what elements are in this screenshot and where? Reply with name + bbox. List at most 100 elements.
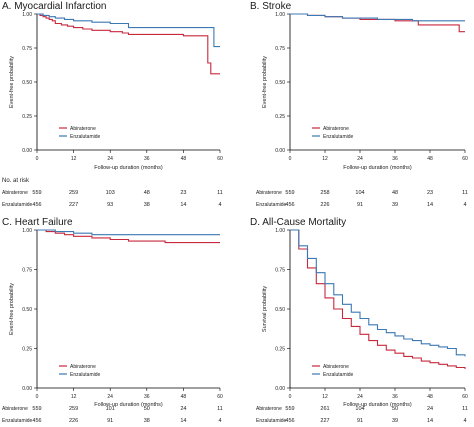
chart-title: C. Heart Failure xyxy=(2,217,73,228)
risk-count: 48 xyxy=(392,190,398,196)
risk-table-title: No. at risk xyxy=(2,178,30,184)
risk-count: 50 xyxy=(144,406,150,412)
x-tick-label: 36 xyxy=(144,156,150,162)
panel-a: A. Myocardial Infarction 0.00 0.25 0.50 0.75… xyxy=(2,1,223,208)
risk-count: 226 xyxy=(69,418,78,424)
risk-count: 559 xyxy=(32,406,41,412)
risk-count: 261 xyxy=(320,406,329,412)
y-tick-label: 0.50 xyxy=(275,80,285,86)
risk-count: 91 xyxy=(357,202,363,208)
risk-count: 14 xyxy=(180,202,186,208)
risk-row-label: Enzalutamide xyxy=(2,418,33,424)
y-tick-label: 0.00 xyxy=(22,386,32,392)
risk-count: 39 xyxy=(392,202,398,208)
series-line-abiraterone xyxy=(290,13,465,33)
x-tick-label: 60 xyxy=(217,156,223,162)
y-tick-label: 0.75 xyxy=(275,268,285,274)
y-axis-label: Event-free probability xyxy=(9,283,15,335)
risk-count: 4 xyxy=(463,418,466,424)
risk-count: 456 xyxy=(285,418,294,424)
x-axis-label: Follow-up duration (months) xyxy=(94,165,163,171)
risk-count: 559 xyxy=(285,190,294,196)
y-tick-label: 0.75 xyxy=(22,268,32,274)
risk-count: 456 xyxy=(32,202,41,208)
series-line-abiraterone xyxy=(290,229,466,369)
legend-label-abiraterone: Abiraterone xyxy=(70,364,96,370)
y-tick-label: 1.00 xyxy=(275,12,285,18)
x-tick-label: 0 xyxy=(289,394,292,400)
risk-count: 227 xyxy=(320,418,329,424)
legend-label-abiraterone: Abiraterone xyxy=(323,126,349,132)
legend-label-enzalutamide: Enzalutamide xyxy=(323,134,354,140)
y-tick-label: 0.50 xyxy=(22,80,32,86)
x-tick-label: 12 xyxy=(71,156,77,162)
series-line-enzalutamide xyxy=(290,229,466,357)
x-tick-label: 24 xyxy=(357,156,363,162)
risk-count: 38 xyxy=(144,418,150,424)
risk-count: 559 xyxy=(285,406,294,412)
risk-count: 11 xyxy=(462,190,468,196)
y-tick-label: 0.25 xyxy=(275,347,285,353)
x-tick-label: 24 xyxy=(357,394,363,400)
risk-row-label: Abiraterone xyxy=(256,190,282,196)
risk-count: 226 xyxy=(320,202,329,208)
panel-c: C. Heart Failure 0.00 0.25 0.50 0.75 1.00 0 12 2… xyxy=(2,217,223,424)
risk-count: 24 xyxy=(180,406,186,412)
legend-label-enzalutamide: Enzalutamide xyxy=(70,134,101,140)
risk-row-label: Enzalutamide xyxy=(2,202,33,208)
risk-count: 39 xyxy=(392,418,398,424)
risk-count: 104 xyxy=(355,406,364,412)
risk-count: 91 xyxy=(107,418,113,424)
risk-count: 104 xyxy=(355,190,364,196)
risk-count: 259 xyxy=(69,190,78,196)
y-tick-label: 0.50 xyxy=(22,307,32,313)
risk-count: 48 xyxy=(144,190,150,196)
risk-count: 456 xyxy=(285,202,294,208)
x-tick-label: 36 xyxy=(144,394,150,400)
y-axis-label: Event-free probability xyxy=(9,56,15,108)
y-tick-label: 1.00 xyxy=(275,228,285,234)
chart-title: B. Stroke xyxy=(250,1,292,12)
panel-d: D. All-Cause Mortality 0.00 0.25 0.50 0.75 1.… xyxy=(250,217,468,424)
y-tick-label: 0.00 xyxy=(275,148,285,154)
y-tick-label: 0.25 xyxy=(22,347,32,353)
x-tick-label: 60 xyxy=(217,394,223,400)
risk-count: 11 xyxy=(217,190,223,196)
risk-count: 258 xyxy=(320,190,329,196)
risk-row-label: Enzalutamide xyxy=(256,202,287,208)
x-tick-label: 48 xyxy=(181,156,187,162)
x-tick-label: 0 xyxy=(289,156,292,162)
x-tick-label: 24 xyxy=(107,156,113,162)
y-tick-label: 0.50 xyxy=(275,307,285,313)
y-tick-label: 1.00 xyxy=(22,12,32,18)
x-tick-label: 12 xyxy=(322,394,328,400)
x-axis-label: Follow-up duration (months) xyxy=(94,402,163,408)
x-axis-label: Follow-up duration (months) xyxy=(343,165,412,171)
risk-count: 14 xyxy=(180,418,186,424)
risk-count: 93 xyxy=(107,202,113,208)
risk-count: 14 xyxy=(427,202,433,208)
x-tick-label: 24 xyxy=(107,394,113,400)
series-line-enzalutamide xyxy=(290,13,465,22)
x-tick-label: 48 xyxy=(427,394,433,400)
series-line-abiraterone xyxy=(37,13,220,75)
x-tick-label: 60 xyxy=(462,156,468,162)
y-axis-label: Survival probability xyxy=(262,286,268,332)
y-tick-label: 0.00 xyxy=(22,148,32,154)
risk-count: 103 xyxy=(106,190,115,196)
risk-count: 559 xyxy=(32,190,41,196)
x-tick-label: 0 xyxy=(36,156,39,162)
panel-b: B. Stroke 0.00 0.25 0.50 0.75 1.00 0 12 24 36 48 60… xyxy=(250,1,468,208)
y-tick-label: 0.75 xyxy=(275,46,285,52)
risk-count: 24 xyxy=(427,406,433,412)
risk-count: 4 xyxy=(218,418,221,424)
risk-count: 14 xyxy=(427,418,433,424)
y-tick-label: 1.00 xyxy=(22,228,32,234)
y-tick-label: 0.25 xyxy=(22,114,32,120)
y-axis-label: Event-free probability xyxy=(262,56,268,108)
risk-row-label: Enzalutamide xyxy=(256,418,287,424)
series-line-enzalutamide xyxy=(37,13,220,48)
legend-label-abiraterone: Abiraterone xyxy=(323,364,349,370)
x-tick-label: 12 xyxy=(71,394,77,400)
